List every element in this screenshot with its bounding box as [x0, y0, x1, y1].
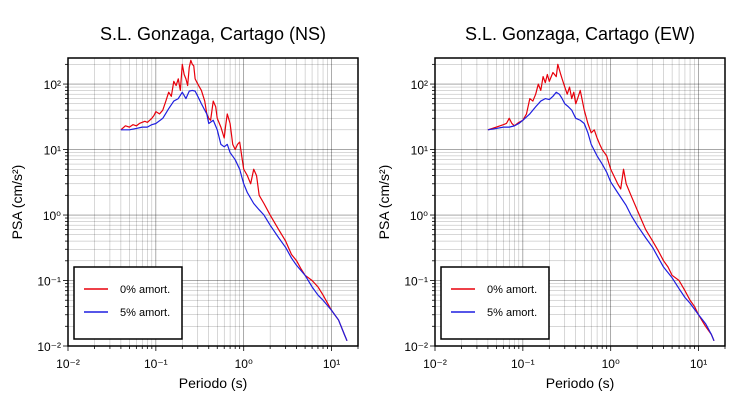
x-tick-label: 10⁻¹	[511, 357, 535, 371]
series-line-5pct	[487, 91, 715, 342]
x-tick-label: 10⁻²	[423, 357, 447, 371]
x-tick-label: 10⁻²	[56, 357, 80, 371]
x-axis-label: Periodo (s)	[179, 375, 247, 391]
y-tick-label: 10⁻²	[37, 340, 61, 354]
chart-title: S.L. Gonzaga, Cartago (NS)	[100, 24, 326, 44]
x-tick-label: 10⁰	[602, 357, 620, 371]
legend-label: 5% amort.	[487, 307, 537, 319]
y-tick-label: 10⁻¹	[37, 275, 61, 289]
legend-box	[73, 266, 183, 340]
y-axis-label: PSA (cm/s²)	[9, 165, 25, 240]
legend-label: 0% amort.	[487, 284, 537, 296]
legend-label: 5% amort.	[120, 307, 170, 319]
legend-box	[440, 266, 550, 340]
legend: 0% amort. 5% amort.	[440, 266, 550, 340]
y-tick-label: 10²	[44, 78, 61, 92]
y-tick-label: 10⁰	[43, 209, 61, 223]
x-axis-label: Periodo (s)	[546, 375, 614, 391]
y-tick-label: 10¹	[411, 144, 428, 158]
chart-panel-2: 10⁻² 10⁻¹ 10⁰ 10¹ 10⁻² 10⁻¹ 10⁰ 10¹ 10² S.L. Gonz…	[376, 24, 726, 391]
legend-label: 0% amort.	[120, 284, 170, 296]
plot-frame	[67, 57, 359, 347]
x-tick-label: 10¹	[323, 357, 340, 371]
y-axis-label: PSA (cm/s²)	[376, 165, 392, 240]
series-line-5pct	[120, 89, 348, 342]
plot-frame	[434, 57, 726, 347]
ticks	[430, 63, 726, 351]
chart-panel-1: 10⁻² 10⁻¹ 10⁰ 10¹ 10⁻² 10⁻¹ 10⁰ 10¹ 10² S.L. Gonz…	[9, 24, 359, 391]
series-line-0pct	[487, 63, 715, 342]
ticks	[63, 63, 359, 351]
y-tick-label: 10⁰	[410, 209, 428, 223]
x-tick-label: 10¹	[690, 357, 707, 371]
y-tick-label: 10¹	[44, 144, 61, 158]
chart-title: S.L. Gonzaga, Cartago (EW)	[465, 24, 695, 44]
y-tick-label: 10²	[411, 78, 428, 92]
x-tick-label: 10⁻¹	[144, 357, 168, 371]
series-line-0pct	[120, 59, 348, 342]
legend: 0% amort. 5% amort.	[73, 266, 183, 340]
y-tick-label: 10⁻²	[404, 340, 428, 354]
x-tick-label: 10⁰	[235, 357, 253, 371]
y-tick-label: 10⁻¹	[404, 275, 428, 289]
